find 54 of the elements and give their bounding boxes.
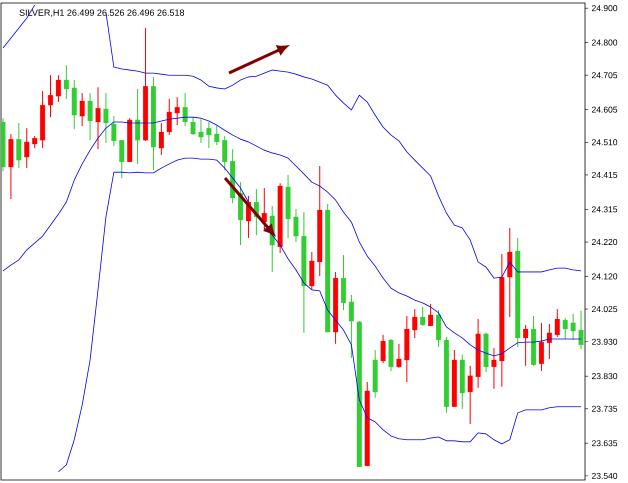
candlestick [111,116,116,147]
candlestick [554,308,560,338]
candlestick [214,124,220,146]
candlestick [24,128,30,169]
y-tick-label: 24.220 [592,239,618,246]
y-tick-label: 24.900 [592,5,618,12]
y-tick-label: 24.415 [592,172,618,178]
candlestick [56,74,61,103]
candlestick [468,365,473,424]
candlestick [578,310,584,350]
candlestick [538,322,544,372]
candlestick [103,92,108,144]
candlestick [80,92,85,127]
candlestick [380,334,386,364]
candlestick [158,122,164,156]
candlestick [174,96,180,126]
candlestick [166,98,172,136]
y-tick-label: 24.800 [592,40,618,46]
candlestick [119,140,124,179]
y-tick-label: 24.120 [592,273,618,280]
candlestick [428,303,434,326]
y-tick-label: 23.540 [592,472,618,479]
candlestick [396,343,402,368]
candlestick [206,121,212,149]
candlestick [182,92,188,127]
candlestick [48,74,53,118]
candlestick [523,324,528,366]
y-tick-label: 24.705 [592,72,618,78]
candlestick [222,136,228,171]
candlestick [190,116,196,136]
candlestick [348,294,354,358]
candlestick [420,306,426,326]
candlestick [412,308,418,338]
candlestick [32,136,38,149]
candlestick [546,323,552,360]
candlestick [16,122,22,169]
candlestick [562,318,568,340]
y-tick-label: 23.830 [592,373,618,380]
candlestick [294,208,298,243]
candlestick [64,64,69,100]
candlestick [96,86,100,150]
candlestick [198,118,204,144]
y-tick-label: 24.510 [592,139,618,146]
candlestick [570,313,576,341]
y-tick-label: 23.635 [592,440,618,446]
y-tick-label: 24.315 [592,206,618,212]
candlestick [262,188,267,230]
candlestick [88,92,93,141]
y-tick-label: 23.735 [592,406,618,412]
candlestick [491,347,496,390]
candlestick [135,88,140,164]
y-tick-label: 23.930 [592,338,618,345]
y-tick-label: 24.605 [592,106,618,113]
y-tick-label: 24.025 [592,306,618,312]
